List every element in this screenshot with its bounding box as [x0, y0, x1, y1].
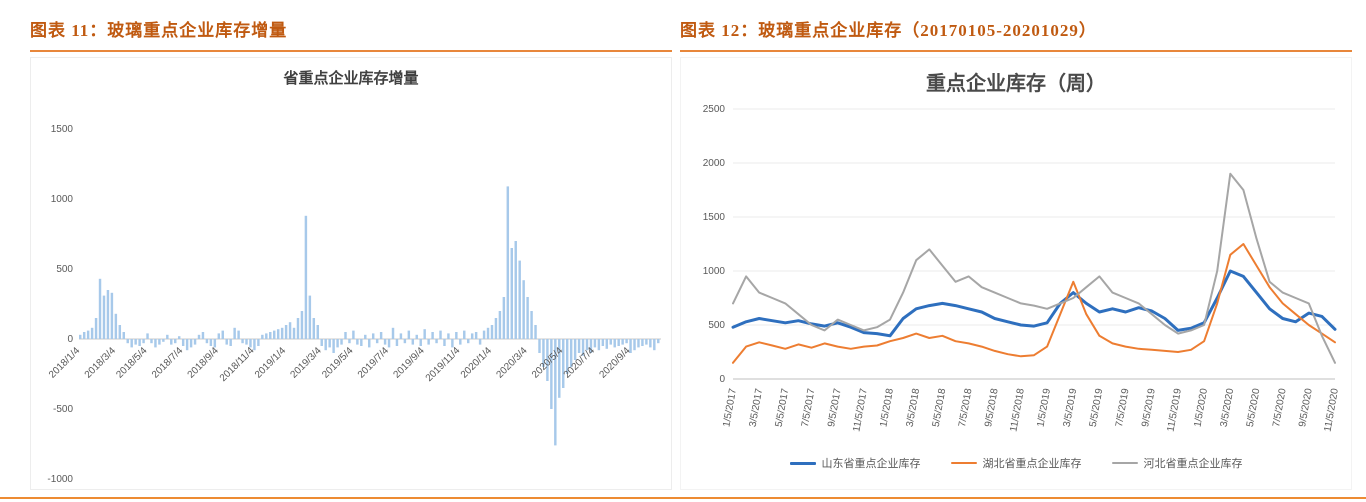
svg-text:5/5/2019: 5/5/2019 — [1088, 387, 1106, 428]
svg-text:1/5/2017: 1/5/2017 — [721, 387, 739, 428]
svg-text:1/5/2018: 1/5/2018 — [878, 387, 896, 428]
svg-text:3/5/2018: 3/5/2018 — [905, 387, 923, 428]
legend-label: 河北省重点企业库存 — [1143, 458, 1243, 470]
svg-text:9/5/2019: 9/5/2019 — [1140, 387, 1158, 428]
legend-item: 湖北省重点企业库存 — [950, 455, 1082, 471]
svg-text:2019/1/4: 2019/1/4 — [253, 345, 289, 381]
svg-text:2018/3/4: 2018/3/4 — [83, 345, 119, 381]
svg-text:2018/9/4: 2018/9/4 — [186, 345, 222, 381]
svg-text:3/5/2020: 3/5/2020 — [1219, 387, 1237, 428]
svg-text:1500: 1500 — [703, 212, 726, 223]
bar-chart-title: 省重点企业库存增量 — [283, 70, 419, 87]
line-chart-plot: 0 500 1000 1500 2000 2500 1/5/2017 3/5/2017 5/5/… — [703, 104, 1342, 433]
svg-text:11/5/2018: 11/5/2018 — [1008, 387, 1027, 432]
svg-text:11/5/2020: 11/5/2020 — [1323, 387, 1342, 432]
svg-text:2018/5/4: 2018/5/4 — [114, 345, 150, 381]
legend-item: 河北省重点企业库存 — [1111, 455, 1243, 471]
svg-text:7/5/2019: 7/5/2019 — [1114, 387, 1132, 428]
svg-text:500: 500 — [56, 264, 73, 275]
legend-label: 湖北省重点企业库存 — [982, 458, 1082, 470]
svg-text:2019/5/4: 2019/5/4 — [320, 345, 356, 381]
svg-text:2019/11/4: 2019/11/4 — [424, 345, 463, 384]
svg-text:11/5/2019: 11/5/2019 — [1166, 387, 1185, 432]
legend-line-swatch — [950, 462, 977, 464]
legend-line-swatch — [1111, 462, 1138, 464]
svg-text:3/5/2019: 3/5/2019 — [1062, 387, 1080, 428]
svg-text:2018/7/4: 2018/7/4 — [150, 345, 186, 381]
svg-text:3/5/2017: 3/5/2017 — [748, 387, 766, 428]
svg-text:9/5/2020: 9/5/2020 — [1297, 387, 1315, 428]
svg-text:9/5/2017: 9/5/2017 — [826, 387, 844, 428]
line-chart-panel: 重点企业库存（周） 0 500 1000 1500 2000 2500 1/5/2017 3/… — [680, 57, 1352, 490]
svg-text:2019/7/4: 2019/7/4 — [356, 345, 392, 381]
svg-text:5/5/2017: 5/5/2017 — [774, 387, 792, 428]
svg-text:500: 500 — [708, 320, 725, 331]
svg-text:2020/9/4: 2020/9/4 — [597, 345, 633, 381]
svg-text:7/5/2017: 7/5/2017 — [800, 387, 818, 428]
svg-text:1500: 1500 — [51, 124, 74, 135]
footer-rule — [0, 497, 1366, 499]
legend-item: 山东省重点企业库存 — [789, 455, 921, 471]
figure-12-caption: 图表 12：玻璃重点企业库存（20170105-20201029） — [680, 16, 1352, 52]
svg-text:2020/1/4: 2020/1/4 — [459, 345, 495, 381]
svg-text:5/5/2018: 5/5/2018 — [931, 387, 949, 428]
line-chart-title: 重点企业库存（周） — [926, 73, 1106, 95]
figure-11-caption: 图表 11：玻璃重点企业库存增量 — [30, 16, 672, 52]
svg-text:1000: 1000 — [51, 194, 74, 205]
svg-text:2500: 2500 — [703, 104, 726, 115]
svg-text:5/5/2020: 5/5/2020 — [1245, 387, 1263, 428]
legend-line-swatch — [789, 461, 816, 465]
svg-text:0: 0 — [719, 374, 725, 385]
svg-text:0: 0 — [67, 334, 73, 345]
svg-text:9/5/2018: 9/5/2018 — [983, 387, 1001, 428]
bar-chart-panel: 省重点企业库存增量 1500 1000 500 0 -500 -1000 2018/1/4 2… — [30, 57, 672, 490]
svg-text:2019/3/4: 2019/3/4 — [289, 345, 325, 381]
svg-text:7/5/2020: 7/5/2020 — [1271, 387, 1289, 428]
svg-text:2018/1/4: 2018/1/4 — [47, 345, 83, 381]
svg-text:-1000: -1000 — [47, 474, 73, 485]
svg-text:1/5/2020: 1/5/2020 — [1192, 387, 1210, 428]
svg-text:1/5/2019: 1/5/2019 — [1035, 387, 1053, 428]
legend-label: 山东省重点企业库存 — [821, 458, 921, 470]
chart-legend: 山东省重点企业库存 湖北省重点企业库存 河北省重点企业库存 — [681, 455, 1351, 471]
svg-text:7/5/2018: 7/5/2018 — [957, 387, 975, 428]
svg-text:2000: 2000 — [703, 158, 726, 169]
svg-text:2019/9/4: 2019/9/4 — [392, 345, 428, 381]
svg-text:-500: -500 — [53, 404, 73, 415]
svg-text:11/5/2017: 11/5/2017 — [851, 387, 870, 432]
svg-text:1000: 1000 — [703, 266, 726, 277]
svg-text:2020/3/4: 2020/3/4 — [494, 345, 530, 381]
svg-text:2018/11/4: 2018/11/4 — [218, 345, 257, 384]
